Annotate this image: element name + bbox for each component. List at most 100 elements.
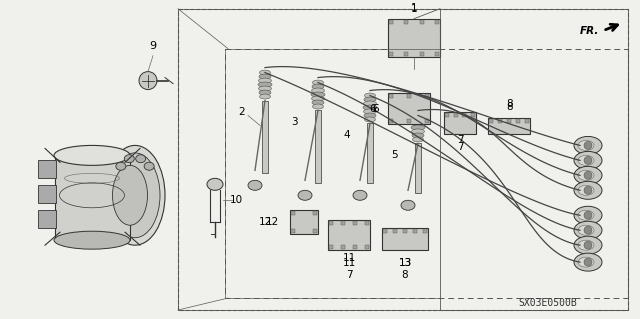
Circle shape (584, 258, 592, 266)
Ellipse shape (312, 96, 324, 101)
Ellipse shape (353, 190, 367, 200)
Ellipse shape (54, 145, 130, 165)
Bar (454, 114, 458, 117)
Bar (365, 221, 369, 225)
Ellipse shape (578, 225, 594, 235)
Bar (525, 120, 529, 123)
Text: 6: 6 (369, 103, 376, 114)
Ellipse shape (312, 84, 324, 89)
Ellipse shape (312, 100, 324, 105)
Bar (507, 120, 511, 123)
Text: 1: 1 (411, 3, 417, 13)
Bar (353, 221, 357, 225)
Bar (313, 211, 317, 215)
Ellipse shape (259, 78, 271, 83)
Bar (329, 221, 333, 225)
Bar (262, 100, 268, 173)
Ellipse shape (574, 137, 602, 154)
Ellipse shape (578, 257, 594, 267)
Ellipse shape (110, 153, 160, 238)
Bar (404, 52, 408, 56)
Ellipse shape (116, 162, 126, 170)
Text: 1: 1 (411, 4, 417, 14)
Bar (425, 120, 429, 123)
Bar (498, 120, 502, 123)
Bar (462, 114, 467, 117)
Ellipse shape (412, 121, 424, 126)
Ellipse shape (124, 155, 134, 163)
Ellipse shape (412, 133, 424, 138)
Bar (388, 93, 430, 124)
Ellipse shape (364, 97, 376, 102)
Text: 8: 8 (507, 99, 513, 108)
Ellipse shape (413, 113, 424, 118)
Bar (365, 245, 369, 249)
Ellipse shape (363, 105, 377, 110)
Text: FR.: FR. (580, 26, 599, 36)
Bar (353, 245, 357, 249)
Ellipse shape (411, 125, 425, 130)
Bar (389, 20, 393, 24)
Ellipse shape (113, 165, 147, 225)
Ellipse shape (574, 181, 602, 199)
Bar (425, 93, 429, 98)
Circle shape (139, 71, 157, 90)
Bar (444, 113, 476, 134)
Ellipse shape (578, 210, 594, 220)
Circle shape (584, 141, 592, 149)
Text: 11: 11 (342, 258, 356, 268)
Ellipse shape (207, 178, 223, 190)
Bar (389, 52, 393, 56)
Text: 2: 2 (238, 108, 245, 117)
Text: 5: 5 (392, 150, 398, 160)
Ellipse shape (412, 129, 424, 134)
Text: 7: 7 (346, 270, 352, 280)
Bar (178, 9, 628, 310)
Text: 3: 3 (291, 117, 298, 128)
Circle shape (584, 211, 592, 219)
Bar (415, 144, 421, 193)
Ellipse shape (578, 140, 594, 150)
Ellipse shape (401, 200, 415, 210)
Bar (471, 114, 475, 117)
Bar (313, 229, 317, 233)
Bar (435, 20, 439, 24)
Ellipse shape (144, 162, 154, 170)
Ellipse shape (54, 231, 130, 249)
Ellipse shape (259, 74, 271, 79)
Bar (435, 52, 439, 56)
Bar (38, 185, 56, 203)
Circle shape (584, 156, 592, 164)
Polygon shape (55, 155, 130, 240)
Ellipse shape (574, 206, 602, 224)
Bar (420, 20, 424, 24)
Text: 8: 8 (507, 101, 513, 112)
Ellipse shape (574, 152, 602, 169)
Ellipse shape (364, 113, 376, 118)
Ellipse shape (259, 70, 271, 75)
Ellipse shape (298, 190, 312, 200)
Bar (420, 52, 424, 56)
Bar (290, 210, 318, 234)
Bar (445, 114, 449, 117)
Bar (403, 229, 407, 233)
Ellipse shape (413, 137, 424, 142)
Text: 9: 9 (149, 41, 157, 51)
Circle shape (584, 186, 592, 194)
Circle shape (584, 226, 592, 234)
Text: SX03E0500B: SX03E0500B (518, 298, 577, 308)
Ellipse shape (312, 104, 323, 109)
Ellipse shape (365, 93, 376, 98)
Ellipse shape (574, 221, 602, 239)
Text: 13: 13 (398, 258, 412, 268)
Ellipse shape (259, 90, 271, 95)
Bar (225, 48, 628, 298)
Bar (389, 93, 393, 98)
Bar (38, 210, 56, 228)
Ellipse shape (364, 109, 376, 114)
Ellipse shape (248, 180, 262, 190)
Ellipse shape (105, 145, 165, 245)
Text: 10: 10 (230, 195, 243, 205)
Circle shape (584, 171, 592, 179)
Bar (407, 93, 411, 98)
